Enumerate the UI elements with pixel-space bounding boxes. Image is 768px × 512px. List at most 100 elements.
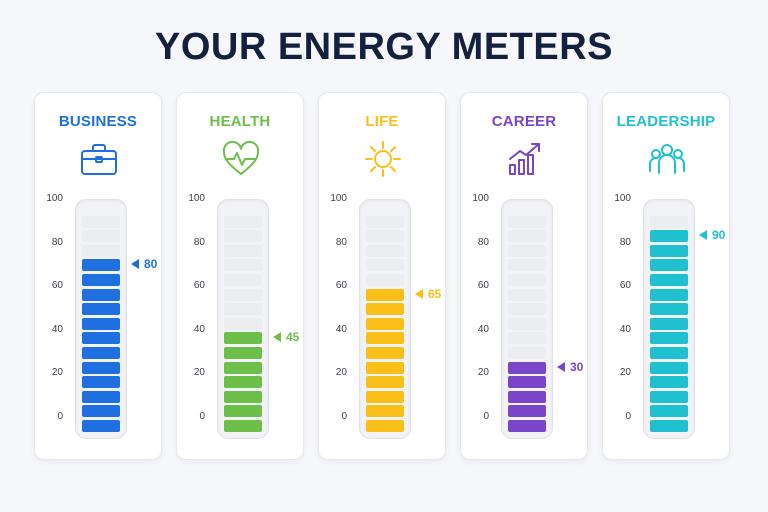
meter-segment-empty — [82, 244, 120, 257]
meter-label: BUSINESS — [58, 113, 138, 130]
meter-label: LIFE — [365, 113, 399, 130]
meter-segment-filled — [650, 361, 688, 374]
meter-segment-empty — [224, 317, 262, 330]
meter-segment-filled — [82, 317, 120, 330]
meter-segment-filled — [366, 317, 404, 330]
meter-segment-empty — [508, 303, 546, 316]
value-marker: 65 — [415, 287, 449, 301]
meter-segment-filled — [650, 332, 688, 345]
meter-segment-filled — [224, 405, 262, 418]
meter-segment-empty — [366, 244, 404, 257]
meter-segment-filled — [224, 347, 262, 359]
meter-segment-empty — [508, 274, 546, 286]
meter-segment-filled — [366, 390, 404, 403]
value-marker: 90 — [699, 228, 733, 242]
meter-segment-empty — [508, 288, 546, 301]
meter-segment-filled — [650, 259, 688, 272]
tick-label: 60 — [335, 280, 347, 292]
tick-label: 20 — [335, 367, 347, 379]
tick-label: 60 — [477, 280, 489, 292]
meter-value-label: 65 — [428, 286, 442, 301]
meter-segment-filled — [366, 303, 404, 316]
meter-segment-empty — [508, 230, 546, 243]
meter-segment-empty — [650, 215, 688, 228]
tick-label: 0 — [625, 411, 631, 422]
sun-icon — [363, 139, 403, 179]
meter-segment-filled — [82, 376, 120, 389]
meter-card-career: CAREER 100 80 60 40 20 0 30 — [460, 92, 588, 460]
meter-segment-filled — [650, 376, 688, 389]
meter-card-business: BUSINESS 100 80 60 40 20 0 80 — [34, 92, 162, 460]
meter-segment-filled — [366, 288, 404, 301]
meter-segment-filled — [366, 376, 404, 389]
pointer-arrow-icon — [415, 288, 423, 299]
meter-segment-empty — [508, 259, 546, 272]
briefcase-icon — [79, 139, 119, 179]
meter-value-label: 90 — [712, 228, 726, 243]
value-marker: 80 — [131, 257, 165, 271]
meter-segment-filled — [82, 303, 120, 316]
meter-tube — [75, 199, 127, 439]
team-icon — [647, 139, 687, 179]
pointer-arrow-icon — [273, 332, 281, 343]
meter-segment-empty — [224, 259, 262, 272]
tick-label: 0 — [57, 411, 63, 422]
tick-label: 80 — [477, 236, 489, 248]
meter-segment-empty — [508, 332, 546, 345]
meter-segment-filled — [508, 420, 546, 432]
meter-segment-filled — [650, 230, 688, 243]
meter-segment-empty — [508, 347, 546, 359]
meter-tube — [501, 199, 553, 439]
tick-label: 100 — [330, 193, 347, 204]
meter-segment-filled — [82, 420, 120, 432]
meter-card-life: LIFE 100 80 60 40 20 0 65 — [318, 92, 446, 460]
tick-label: 60 — [619, 280, 631, 292]
meter-segment-filled — [224, 420, 262, 432]
tick-label: 100 — [46, 193, 63, 204]
tick-label: 40 — [619, 323, 631, 335]
tick-label: 80 — [51, 236, 63, 248]
meter-segment-empty — [366, 274, 404, 286]
meter-segment-filled — [366, 332, 404, 345]
meter-segment-filled — [224, 390, 262, 403]
tick-label: 100 — [614, 193, 631, 204]
meter-segment-filled — [366, 420, 404, 432]
pointer-arrow-icon — [699, 230, 707, 241]
meter-card-leadership: LEADERSHIP 100 80 60 40 20 0 90 — [602, 92, 730, 460]
meter-segment-empty — [82, 215, 120, 228]
tick-label: 0 — [199, 411, 205, 422]
meter-segment-filled — [650, 390, 688, 403]
meter-segment-filled — [650, 288, 688, 301]
meter-segment-filled — [366, 361, 404, 374]
meter-segment-filled — [650, 303, 688, 316]
meter-segment-filled — [82, 347, 120, 359]
meter-segment-empty — [224, 215, 262, 228]
pointer-arrow-icon — [131, 259, 139, 270]
value-marker: 30 — [557, 360, 591, 374]
meter-segment-filled — [650, 420, 688, 432]
meter-segment-empty — [508, 215, 546, 228]
meter-segment-empty — [224, 244, 262, 257]
meter-segment-filled — [82, 288, 120, 301]
tick-label: 20 — [477, 367, 489, 379]
meter-segment-filled — [82, 390, 120, 403]
tick-label: 60 — [193, 280, 205, 292]
meter-card-health: HEALTH 100 80 60 40 20 0 45 — [176, 92, 304, 460]
meter-segment-filled — [224, 332, 262, 345]
tick-label: 20 — [51, 367, 63, 379]
page-title: YOUR ENERGY METERS — [154, 26, 614, 68]
meter-segment-filled — [650, 274, 688, 286]
meter-segment-filled — [650, 317, 688, 330]
tick-label: 80 — [619, 236, 631, 248]
meter-segment-filled — [508, 361, 546, 374]
meter-segment-empty — [366, 259, 404, 272]
meter-value-label: 80 — [144, 257, 158, 272]
meter-segment-filled — [82, 361, 120, 374]
meter-segment-filled — [366, 347, 404, 359]
meter-segment-empty — [508, 317, 546, 330]
tick-label: 40 — [193, 323, 205, 335]
meter-segment-filled — [650, 244, 688, 257]
meter-segment-empty — [508, 244, 546, 257]
pointer-arrow-icon — [557, 361, 565, 372]
